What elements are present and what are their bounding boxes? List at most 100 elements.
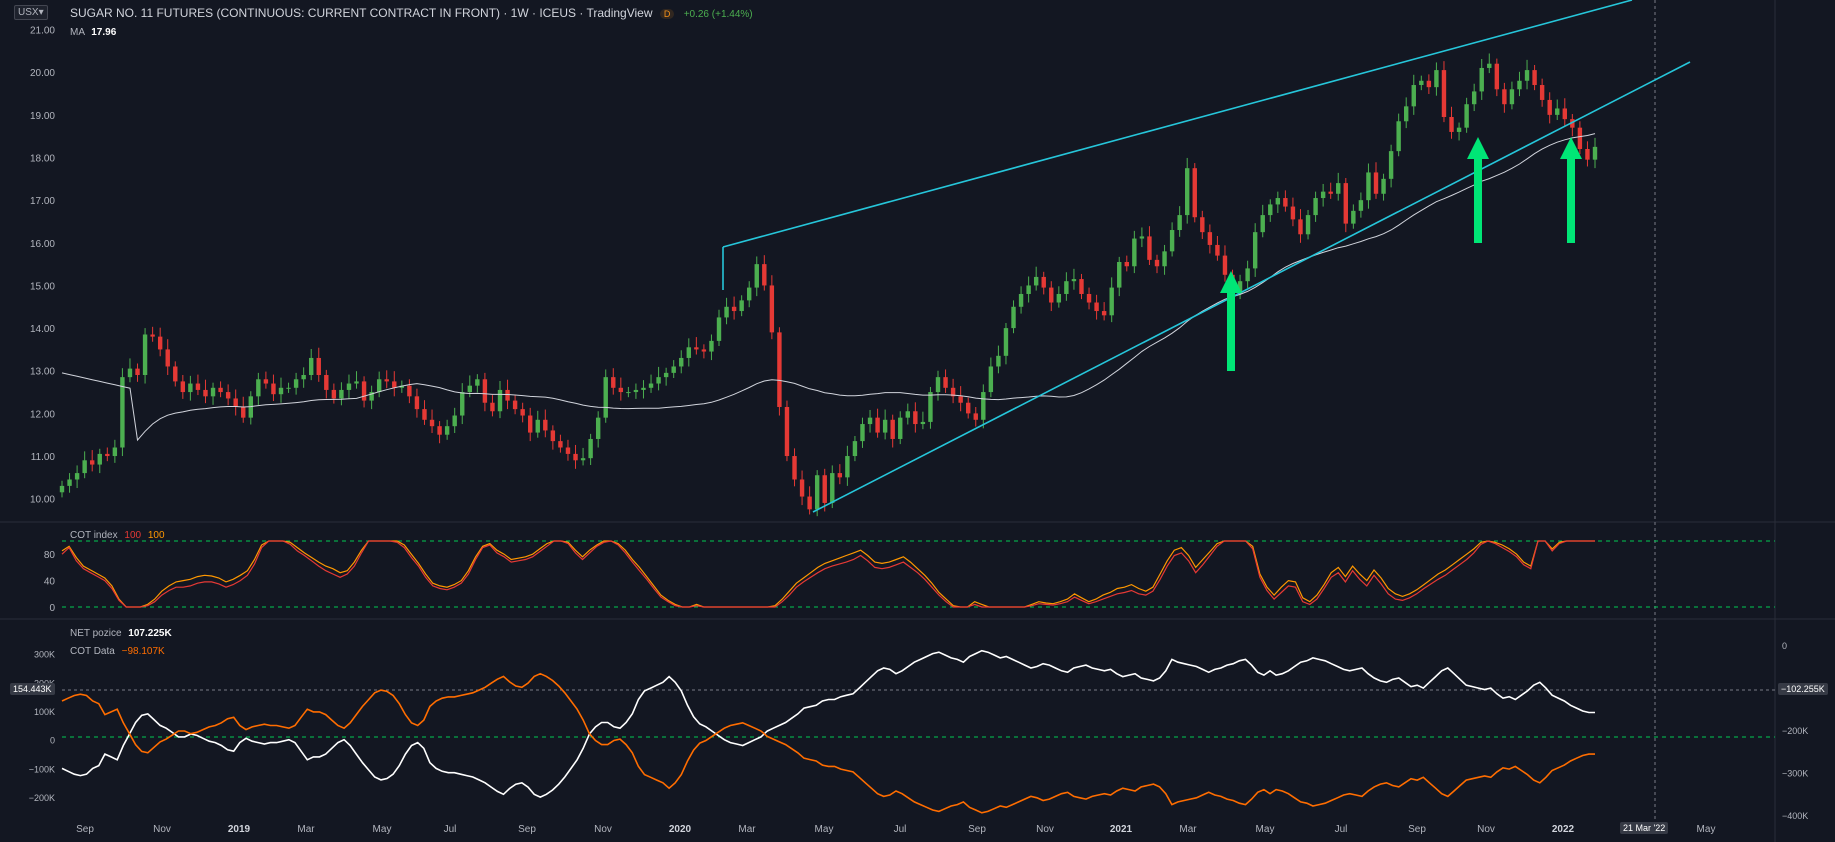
candle-body	[573, 453, 578, 461]
candle-body	[950, 387, 956, 397]
cot-index-legend[interactable]: COT index 100 100	[70, 530, 165, 541]
candle-body	[898, 417, 903, 439]
candle-body	[120, 377, 125, 448]
candle-body	[754, 264, 759, 288]
x-tick-label: May	[1256, 824, 1275, 835]
candle-body	[475, 379, 480, 386]
candle-body	[105, 453, 110, 457]
ma-legend[interactable]: MA 17.96	[70, 27, 116, 38]
candle-body	[1404, 106, 1409, 122]
candle-body	[1509, 89, 1515, 105]
candle-body	[558, 441, 563, 448]
candle-body	[694, 347, 699, 350]
candle-body	[1351, 210, 1356, 224]
candle-body	[1011, 306, 1016, 329]
net-left-tick-label: 100K	[34, 707, 55, 717]
cot-data-legend[interactable]: COT Data −98.107K	[70, 646, 165, 657]
trend-line-lower	[812, 61, 1691, 513]
candle-body	[799, 479, 805, 497]
net-legend[interactable]: NET pozice 107.225K	[70, 628, 172, 639]
candle-body	[97, 453, 102, 465]
ma-value: 17.96	[91, 27, 117, 38]
candle-body	[1290, 206, 1296, 220]
net-right-tick-label: −200K	[1782, 726, 1808, 736]
candle-body	[550, 430, 556, 442]
candle-body	[331, 389, 337, 399]
candle-body	[1079, 279, 1084, 294]
net-right-tick-label: −400K	[1782, 811, 1808, 821]
cot-tick-label: 0	[49, 603, 55, 614]
candle-body	[512, 400, 518, 410]
candle-body	[830, 473, 835, 503]
candle-body	[1524, 70, 1530, 81]
candle-body	[1094, 302, 1099, 312]
candle-body	[180, 381, 186, 393]
candle-body	[845, 456, 850, 478]
x-tick-label: Nov	[1036, 824, 1054, 835]
candle-body	[112, 447, 118, 457]
candle-body	[1154, 259, 1160, 267]
unit-button[interactable]: USX▾	[14, 5, 48, 20]
net-right-tick-label: 0	[1782, 641, 1787, 651]
candle-body	[286, 387, 291, 389]
candle-body	[241, 406, 246, 418]
net-left-tick-label: −200K	[29, 793, 55, 803]
candle-body	[1041, 276, 1046, 288]
candle-body	[641, 387, 646, 390]
candle-body	[233, 398, 238, 407]
candle-body	[1562, 108, 1567, 120]
candle-body	[935, 377, 941, 393]
candle-body	[860, 424, 865, 442]
candle-body	[1517, 80, 1522, 90]
candle-body	[195, 383, 201, 390]
price-tick-label: 13.00	[30, 367, 55, 378]
arrow-up-icon	[1220, 271, 1242, 371]
price-tick-label: 17.00	[30, 196, 55, 207]
candle-body	[1132, 238, 1137, 267]
candle-body	[1086, 293, 1092, 303]
candle-body	[339, 389, 344, 399]
candle-body	[505, 389, 510, 401]
candle-body	[1049, 287, 1054, 303]
x-tick-label: 2020	[669, 824, 692, 835]
candle-body	[1479, 67, 1484, 92]
data-badge[interactable]: D	[659, 9, 675, 19]
candle-body	[648, 383, 654, 388]
candle-body	[611, 377, 616, 388]
candle-body	[422, 409, 427, 420]
cot-index-label: COT index	[70, 530, 118, 541]
candle-body	[1388, 151, 1394, 179]
candle-body	[1101, 311, 1107, 316]
x-tick-label: 2021	[1110, 824, 1133, 835]
candle-body	[293, 379, 299, 388]
candle-body	[150, 334, 155, 337]
candle-body	[837, 473, 843, 478]
candle-body	[210, 387, 216, 397]
candle-body	[1502, 89, 1507, 105]
x-tick-label: Mar	[297, 824, 315, 835]
candle-body	[1252, 232, 1258, 269]
candle-body	[603, 377, 608, 418]
candle-body	[1532, 70, 1537, 86]
candle-body	[203, 389, 208, 397]
time-x-axis: Sep Nov 2019 Mar May Jul Sep Nov 2020 Mar May Jul Se…	[76, 824, 1715, 835]
candle-body	[1592, 146, 1598, 160]
price-tick-label: 20.00	[30, 68, 55, 79]
candle-body	[762, 264, 767, 286]
candle-body	[1162, 251, 1167, 267]
candle-body	[981, 392, 986, 420]
candle-body	[1328, 191, 1333, 194]
candle-body	[324, 375, 329, 390]
candle-body	[875, 417, 880, 433]
price-tick-label: 11.00	[31, 452, 56, 463]
candle-body	[1373, 172, 1379, 194]
x-tick-label: Mar	[1179, 824, 1197, 835]
candle-body	[1260, 215, 1265, 233]
net-left-tick-label: −100K	[29, 764, 55, 774]
candle-body	[490, 402, 495, 412]
candle-body	[256, 379, 261, 397]
candle-body	[218, 387, 223, 393]
candle-body	[1366, 172, 1371, 201]
cot-tick-label: 80	[44, 550, 56, 561]
